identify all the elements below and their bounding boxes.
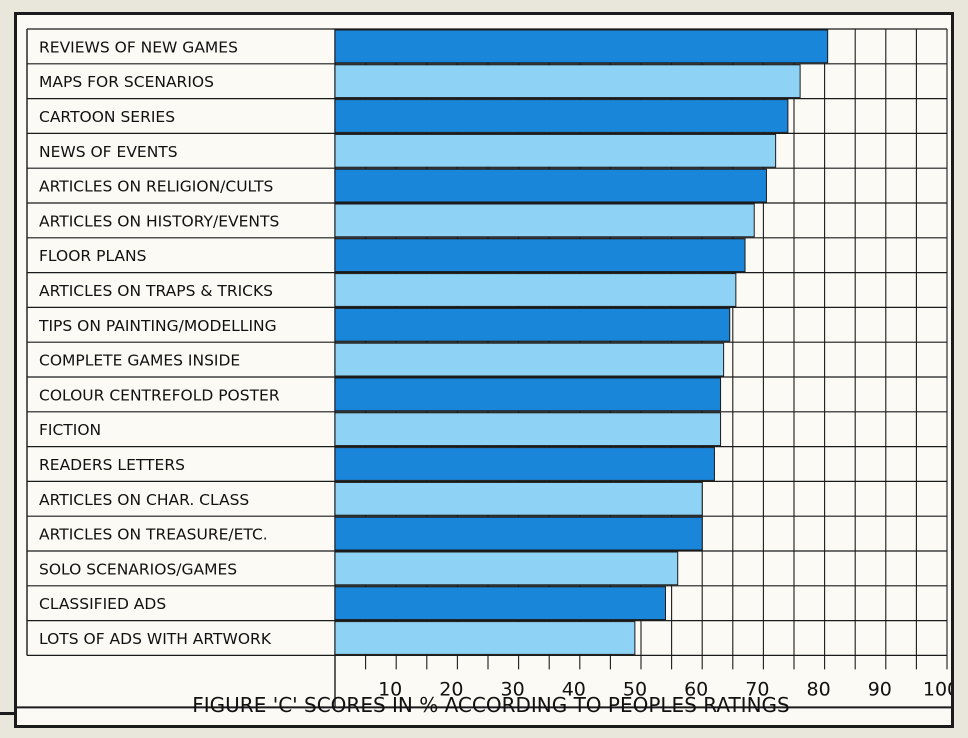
category-label: COLOUR CENTREFOLD POSTER bbox=[39, 386, 280, 404]
bar bbox=[334, 203, 755, 238]
bar bbox=[334, 621, 636, 655]
category-label: REVIEWS OF NEW GAMES bbox=[39, 38, 238, 56]
category-label: COMPLETE GAMES INSIDE bbox=[39, 352, 240, 370]
bar bbox=[334, 238, 746, 273]
bars bbox=[334, 29, 829, 655]
x-tick-label: 30 bbox=[501, 678, 525, 700]
bar bbox=[334, 99, 789, 133]
bar bbox=[334, 412, 722, 447]
category-label: ARTICLES ON HISTORY/EVENTS bbox=[39, 212, 279, 230]
x-tick-label: 60 bbox=[684, 678, 708, 700]
bar bbox=[334, 133, 777, 168]
x-tick-label: 50 bbox=[623, 678, 647, 700]
side-rule bbox=[0, 712, 16, 715]
x-tick-labels: 10 20 30 40 50 60 70 80 90 100 bbox=[378, 678, 959, 700]
category-label: TIPS ON PAINTING/MODELLING bbox=[38, 317, 277, 335]
category-label: LOTS OF ADS WITH ARTWORK bbox=[39, 630, 272, 648]
category-label: SOLO SCENARIOS/GAMES bbox=[39, 560, 237, 578]
x-tick-label: 90 bbox=[868, 678, 892, 700]
category-label: ARTICLES ON TRAPS & TRICKS bbox=[39, 282, 273, 300]
x-tick-label: 20 bbox=[439, 678, 463, 700]
bar bbox=[334, 273, 737, 307]
category-labels: REVIEWS OF NEW GAMES MAPS FOR SCENARIOS CA… bbox=[38, 38, 280, 648]
bar bbox=[334, 377, 722, 412]
x-tick-label: 100 bbox=[923, 678, 951, 700]
bar bbox=[334, 342, 725, 377]
category-label: CARTOON SERIES bbox=[39, 108, 175, 126]
category-label: ARTICLES ON RELIGION/CULTS bbox=[39, 178, 273, 196]
category-label: ARTICLES ON TREASURE/ETC. bbox=[39, 526, 268, 544]
chart-caption: FIGURE 'C' SCORES IN % ACCORDING TO PEOP… bbox=[192, 693, 789, 717]
x-tick-label: 80 bbox=[807, 678, 831, 700]
category-label: ARTICLES ON CHAR. CLASS bbox=[39, 491, 249, 509]
x-tick-label: 10 bbox=[378, 678, 402, 700]
bar bbox=[334, 447, 715, 481]
bar bbox=[334, 29, 829, 64]
category-label: NEWS OF EVENTS bbox=[39, 143, 178, 161]
category-label: MAPS FOR SCENARIOS bbox=[39, 73, 214, 91]
bar bbox=[334, 168, 767, 203]
bar bbox=[334, 481, 703, 516]
bar bbox=[334, 64, 801, 99]
bar bbox=[334, 551, 679, 586]
bar bbox=[334, 586, 666, 621]
chart-frame: REVIEWS OF NEW GAMES MAPS FOR SCENARIOS CA… bbox=[14, 12, 959, 728]
bar bbox=[334, 307, 731, 342]
bar bbox=[334, 516, 703, 551]
category-label: FICTION bbox=[39, 421, 101, 439]
bar-chart: REVIEWS OF NEW GAMES MAPS FOR SCENARIOS CA… bbox=[17, 28, 959, 717]
category-label: READERS LETTERS bbox=[39, 456, 185, 474]
category-label: FLOOR PLANS bbox=[39, 247, 146, 265]
x-tick-label: 40 bbox=[562, 678, 586, 700]
category-label: CLASSIFIED ADS bbox=[39, 595, 166, 613]
x-tick-label: 70 bbox=[745, 678, 769, 700]
